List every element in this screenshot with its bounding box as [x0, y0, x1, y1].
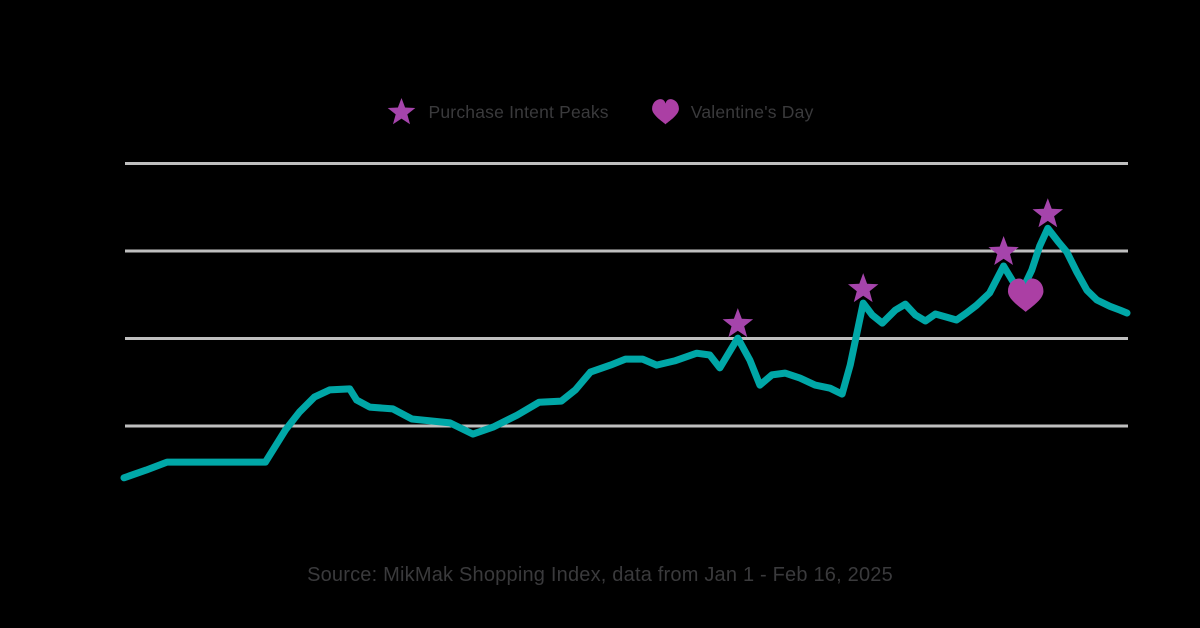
valentines-heart-marker — [1007, 278, 1044, 312]
peak-star-marker — [1032, 198, 1063, 228]
peak-star-marker — [722, 308, 754, 338]
peak-star-marker — [848, 273, 879, 303]
purchase-intent-line — [120, 224, 1131, 482]
source-note: Source: MikMak Shopping Index, data from… — [307, 564, 893, 586]
peak-star-marker — [988, 236, 1019, 265]
